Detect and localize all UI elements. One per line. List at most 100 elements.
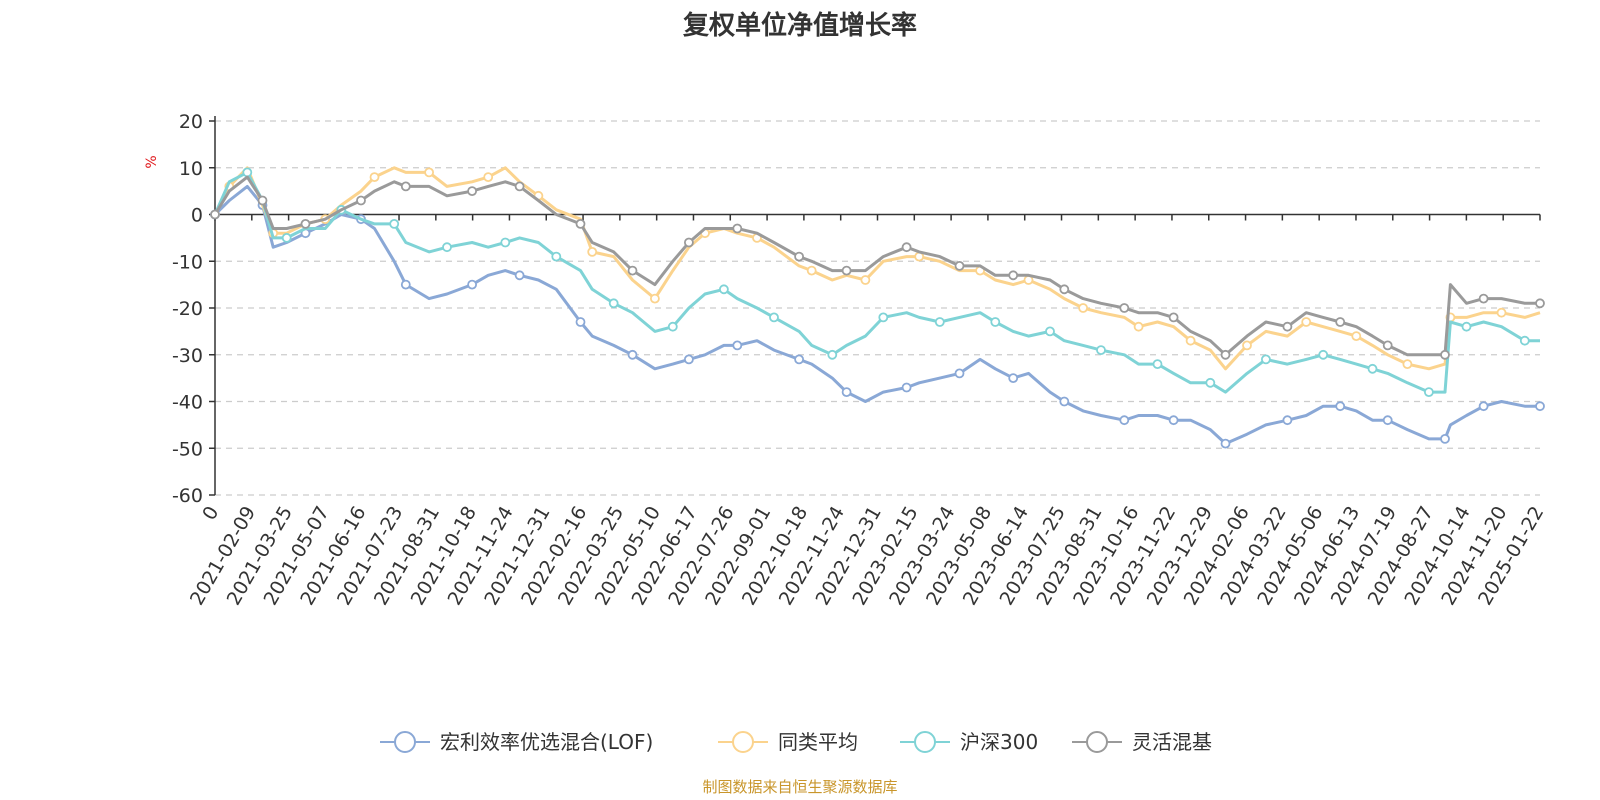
data-point (575, 218, 586, 229)
data-point (1133, 321, 1144, 332)
data-point (667, 321, 678, 332)
y-tick-label: 10 (179, 158, 203, 180)
data-point (467, 186, 478, 197)
data-point (1096, 345, 1106, 356)
data-point (1440, 433, 1450, 444)
data-point (1519, 335, 1530, 346)
data-point (1282, 415, 1293, 426)
data-point (990, 317, 1001, 327)
data-point (860, 275, 871, 285)
data-point (514, 181, 525, 192)
data-point (1351, 331, 1362, 342)
grid-lines (215, 120, 1540, 496)
legend-circle-marker (1086, 731, 1108, 753)
data-point (769, 312, 779, 323)
data-point (1335, 317, 1346, 327)
series-line (213, 175, 1540, 357)
y-tick-label: -20 (172, 298, 203, 320)
data-point (1078, 303, 1088, 313)
data-point (732, 223, 743, 234)
series-line (213, 184, 1540, 446)
data-point (369, 172, 380, 183)
legend-item[interactable]: 宏利效率优选混合(LOF) (380, 730, 653, 754)
data-point (514, 270, 525, 281)
legend-item[interactable]: 同类平均 (718, 730, 858, 754)
data-point (1382, 340, 1393, 351)
data-point (424, 167, 435, 178)
data-point (934, 317, 945, 327)
data-point (608, 298, 619, 309)
data-point (483, 172, 494, 183)
data-point (650, 293, 660, 304)
legend-label: 宏利效率优选混合(LOF) (440, 730, 653, 754)
data-point (1059, 284, 1070, 295)
source-note: 制图数据来自恒生聚源数据库 (702, 778, 897, 796)
data-point (719, 284, 729, 295)
data-point (627, 265, 638, 276)
legend-label: 沪深300 (960, 730, 1038, 754)
data-point (300, 218, 311, 229)
series-group (210, 184, 1545, 449)
legend-circle-marker (732, 731, 754, 753)
data-point (1261, 354, 1271, 365)
legend-label: 灵活混基 (1132, 730, 1212, 754)
data-point (1168, 312, 1179, 323)
chart-title: 复权单位净值增长率 (683, 10, 917, 41)
data-point (356, 195, 366, 206)
data-point (1220, 438, 1231, 449)
data-point (242, 167, 253, 178)
data-point (684, 237, 694, 248)
y-tick-label: -40 (172, 392, 203, 414)
data-point (389, 218, 400, 229)
legend-circle-marker (914, 731, 936, 753)
data-point (954, 260, 965, 271)
series-line (213, 170, 1540, 394)
data-point (1478, 293, 1489, 304)
y-tick-label: -50 (172, 438, 203, 460)
data-point (1185, 335, 1196, 346)
y-tick-label: -30 (172, 345, 203, 367)
data-point (1478, 401, 1489, 412)
data-point (1152, 359, 1163, 370)
legend-item[interactable]: 灵活混基 (1072, 730, 1212, 754)
data-point (684, 354, 694, 365)
legend-label: 同类平均 (778, 730, 858, 754)
data-point (1424, 387, 1434, 398)
data-point (500, 237, 511, 248)
data-point (1461, 321, 1472, 332)
series-line (213, 166, 1541, 371)
data-point (400, 181, 411, 192)
data-point (442, 242, 452, 253)
data-point (794, 354, 804, 365)
series-lines (210, 166, 1545, 449)
data-point (1220, 349, 1231, 360)
data-point (1282, 321, 1293, 332)
data-point (1402, 359, 1413, 370)
data-point (1301, 317, 1312, 327)
y-axis-unit-label: % (144, 155, 160, 168)
legend-item[interactable]: 沪深300 (900, 730, 1038, 754)
data-point (901, 382, 912, 393)
series-group (213, 167, 1540, 398)
y-tick-label: 0 (191, 205, 203, 227)
data-point (841, 387, 852, 398)
data-point (732, 340, 743, 351)
legend-circle-marker (394, 731, 416, 753)
data-point (954, 368, 965, 379)
data-point (281, 232, 292, 243)
data-point (1535, 298, 1545, 309)
data-point (627, 349, 638, 360)
data-point (827, 349, 838, 360)
data-point (1496, 307, 1507, 318)
data-point (1318, 349, 1329, 360)
legend[interactable]: 宏利效率优选混合(LOF) 同类平均 沪深300 灵活混基 (380, 730, 1212, 754)
y-tick-label: -60 (172, 485, 203, 507)
data-point (210, 209, 220, 220)
y-tick-label: 20 (179, 111, 203, 133)
data-point (1535, 401, 1545, 412)
data-point (467, 279, 478, 290)
data-point (257, 195, 268, 206)
data-point (1059, 396, 1070, 407)
data-point (1382, 415, 1393, 426)
